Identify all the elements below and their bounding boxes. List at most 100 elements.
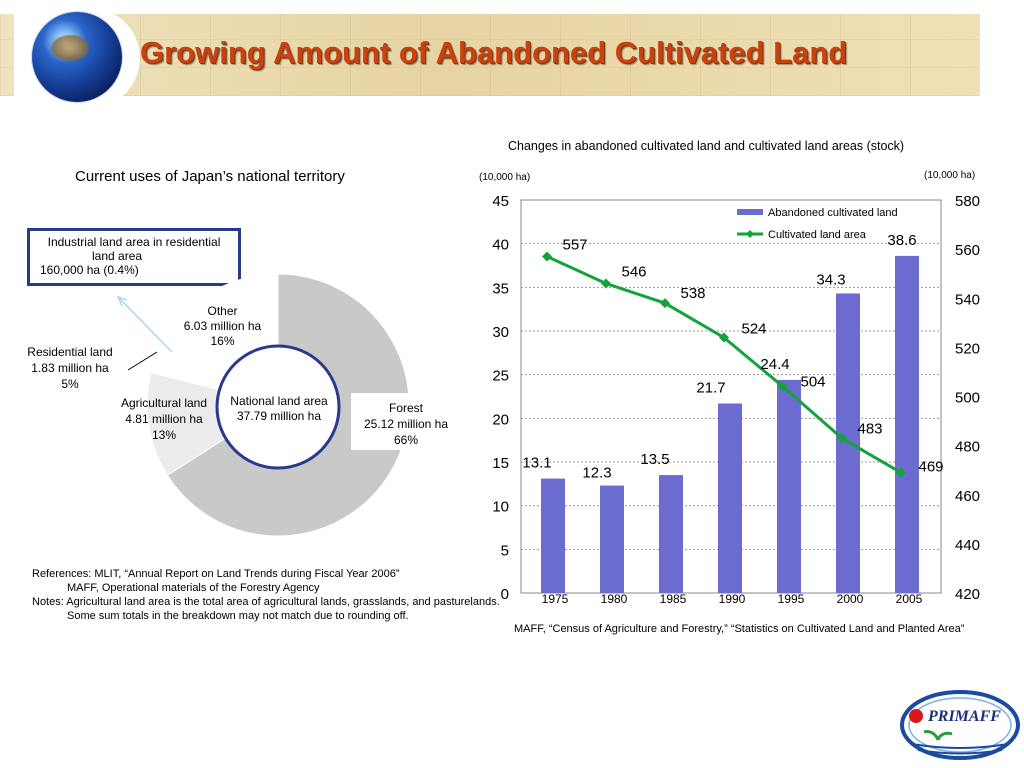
legend-bar-label: Abandoned cultivated land (768, 207, 898, 219)
callout-line-3: 160,000 ha (0.4%) (40, 263, 139, 277)
primaff-logo: PRIMAFF (900, 690, 1020, 760)
x-tick-label: 2005 (896, 592, 923, 606)
references-line-4: Some sum totals in the breakdown may not… (67, 610, 409, 622)
label-other-pct: 16% (210, 334, 235, 348)
callout-arrow (117, 296, 173, 353)
left-axis-unit: (10,000 ha) (479, 172, 531, 183)
line-value-label: 524 (741, 321, 766, 338)
combo-chart-title: Changes in abandoned cultivated land and… (508, 139, 905, 153)
left-tick-label: 10 (492, 499, 509, 516)
axis-ticks: 0 5 10 15 20 25 30 35 40 45 420 440 460 480 500 520 540 5… (492, 193, 980, 606)
bar (600, 485, 624, 593)
x-tick-label: 1985 (660, 592, 687, 606)
logo-ring-icon (900, 690, 1020, 760)
references-notes: References: MLIT, “Annual Report on Land… (32, 567, 500, 623)
globe-land-icon (50, 34, 90, 62)
logo-inner-ring-icon (908, 697, 1012, 753)
label-residential-pct: 5% (61, 377, 79, 391)
label-other-value: 6.03 million ha (183, 319, 262, 333)
line-value-label: 483 (857, 420, 882, 437)
title-banner (0, 14, 980, 96)
right-tick-label: 440 (955, 537, 980, 554)
x-tick-label: 1975 (542, 592, 569, 606)
right-tick-label: 420 (955, 586, 980, 603)
callout-line-1: Industrial land area in residential (47, 235, 221, 249)
bar (541, 478, 565, 593)
logo-text: PRIMAFF (927, 708, 1001, 725)
callout-arrow-head (116, 295, 128, 307)
left-tick-label: 25 (492, 368, 509, 385)
right-tick-label: 520 (955, 340, 980, 357)
right-tick-label: 480 (955, 439, 980, 456)
label-agricultural-name: Agricultural land (120, 396, 208, 410)
x-tick-label: 1995 (778, 592, 805, 606)
data-labels: 13.1 12.3 13.5 21.7 24.4 34.3 38.6 557 546 538 524… (522, 232, 943, 482)
bar (895, 255, 919, 594)
legend-line-label: Cultivated land area (768, 229, 867, 241)
chart-source: MAFF, “Census of Agriculture and Forestr… (514, 623, 965, 635)
references-line-2: MAFF, Operational materials of the Fores… (67, 582, 320, 594)
legend: Abandoned cultivated land Cultivated land… (737, 207, 898, 241)
line-value-label: 504 (800, 374, 825, 391)
references-line-3: Notes: Agricultural land area is the tot… (32, 596, 500, 608)
x-tick-label: 1990 (719, 592, 746, 606)
line-point (837, 433, 847, 444)
label-residential: Residential land 1.83 million ha 5% (17, 344, 123, 392)
right-tick-label: 460 (955, 488, 980, 505)
label-residential-name: Residential land (27, 345, 113, 359)
line-point (778, 381, 788, 392)
bar-value-label: 13.5 (640, 451, 669, 468)
label-agricultural-pct: 13% (151, 428, 177, 442)
label-forest-name: Forest (388, 401, 423, 415)
logo-sun-icon (909, 709, 923, 723)
label-forest: Forest 25.12 million ha 66% (351, 400, 461, 448)
donut-center-label: National land area 37.79 million ha (228, 394, 330, 424)
donut-chart-title: Current uses of Japan’s national territo… (75, 168, 345, 185)
bar (718, 403, 742, 593)
left-tick-label: 15 (492, 455, 509, 472)
references-line-1: References: MLIT, “Annual Report on Land… (32, 568, 400, 580)
line-point (542, 251, 552, 262)
bar-value-label: 13.1 (522, 455, 551, 472)
bar-value-label: 38.6 (887, 232, 916, 249)
bar-value-label: 24.4 (760, 356, 789, 373)
logo-wave2-icon (917, 749, 1003, 755)
logo-wave-icon (911, 743, 1009, 749)
bar-value-label: 21.7 (696, 379, 725, 396)
label-other: Other 6.03 million ha 16% (175, 304, 270, 349)
left-tick-label: 0 (501, 586, 509, 603)
callout-line-2: land area (92, 249, 143, 263)
right-tick-label: 580 (955, 193, 980, 210)
left-tick-label: 20 (492, 411, 509, 428)
center-label-line-2: 37.79 million ha (236, 409, 322, 423)
left-tick-label: 5 (501, 542, 509, 559)
label-residential-value: 1.83 million ha (31, 361, 109, 375)
bar-value-label: 34.3 (816, 271, 845, 288)
right-tick-label: 500 (955, 390, 980, 407)
industrial-land-callout: Industrial land area in residential land… (27, 228, 241, 286)
line-point (896, 467, 906, 478)
line-series (542, 251, 906, 478)
bar-value-label: 12.3 (582, 465, 611, 482)
line-point (660, 298, 670, 309)
left-tick-label: 30 (492, 324, 509, 341)
label-agricultural-value: 4.81 million ha (125, 412, 203, 426)
right-axis-unit: (10,000 ha) (924, 170, 976, 181)
x-tick-label: 2000 (837, 592, 864, 606)
line-point (719, 332, 729, 343)
line-point (601, 278, 611, 289)
label-forest-pct: 66% (393, 433, 419, 447)
forest-label-box (351, 393, 461, 450)
logo-sprout-icon (923, 730, 953, 741)
line-value-label: 538 (680, 285, 705, 302)
center-label-line-1: National land area (230, 394, 328, 408)
label-forest-value: 25.12 million ha (363, 417, 449, 431)
legend-bar-swatch (737, 209, 763, 215)
bar (659, 475, 683, 593)
donut-center-ring (215, 344, 341, 470)
line-value-label: 469 (918, 459, 943, 476)
label-other-name: Other (207, 304, 238, 318)
right-tick-label: 560 (955, 242, 980, 259)
label-agricultural: Agricultural land 4.81 million ha 13% (114, 395, 214, 443)
